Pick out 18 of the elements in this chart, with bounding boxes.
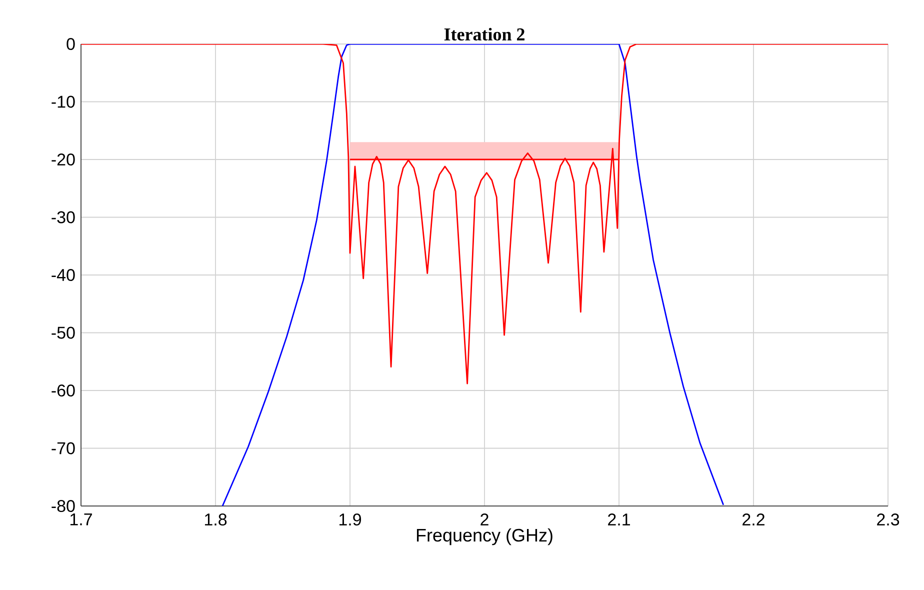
y-tick-label: -50 bbox=[52, 326, 75, 339]
y-tick-label: -70 bbox=[52, 442, 75, 454]
y-tick-label: -80 bbox=[52, 500, 75, 512]
x-tick-label: 1.7 bbox=[70, 514, 92, 526]
x-tick-label: 1.8 bbox=[204, 514, 227, 526]
x-tick-label: 2.3 bbox=[877, 514, 900, 526]
y-tick-label: -20 bbox=[52, 153, 75, 166]
y-tick-label: 0 bbox=[66, 38, 75, 50]
y-tick-label: -60 bbox=[52, 384, 75, 397]
x-tick-label: 1.9 bbox=[339, 514, 362, 526]
x-axis-title: Frequency (GHz) bbox=[416, 528, 552, 546]
chart-title: Iteration 2 bbox=[444, 28, 524, 41]
x-tick-label: 2.2 bbox=[742, 514, 764, 526]
x-tick-label: 2.1 bbox=[608, 514, 630, 526]
y-tick-label: -10 bbox=[52, 96, 75, 108]
x-tick-label: 2 bbox=[480, 514, 488, 526]
y-tick-label: -30 bbox=[52, 211, 75, 224]
y-tick-label: -40 bbox=[52, 268, 75, 282]
